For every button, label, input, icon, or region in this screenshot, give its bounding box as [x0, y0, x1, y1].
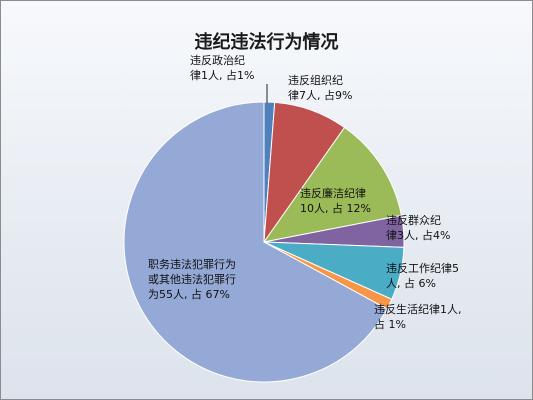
slice-label-7: 职务违法犯罪行为或其他违法犯罪行为55人, 占 67% [148, 257, 236, 301]
slice-label-5: 违反工作纪律5 人, 占 6% [386, 262, 459, 290]
pie-slice-7 [123, 101, 388, 383]
pie-slice-3 [262, 126, 403, 243]
slice-label-4: 违反群众纪律3人, 占4% [386, 213, 450, 242]
slice-label-3: 违反廉洁纪律 10人, 占 12% [300, 186, 371, 215]
slice-label-2: 违反组织纪律7人, 占9% [288, 73, 352, 102]
slice-label-1: 违反政治纪律1人, 占1% [190, 53, 254, 82]
slice-label-6: 违反生活纪律1人,占 1% [374, 302, 462, 331]
chart-title: 违纪违法行为情况 [194, 32, 339, 53]
